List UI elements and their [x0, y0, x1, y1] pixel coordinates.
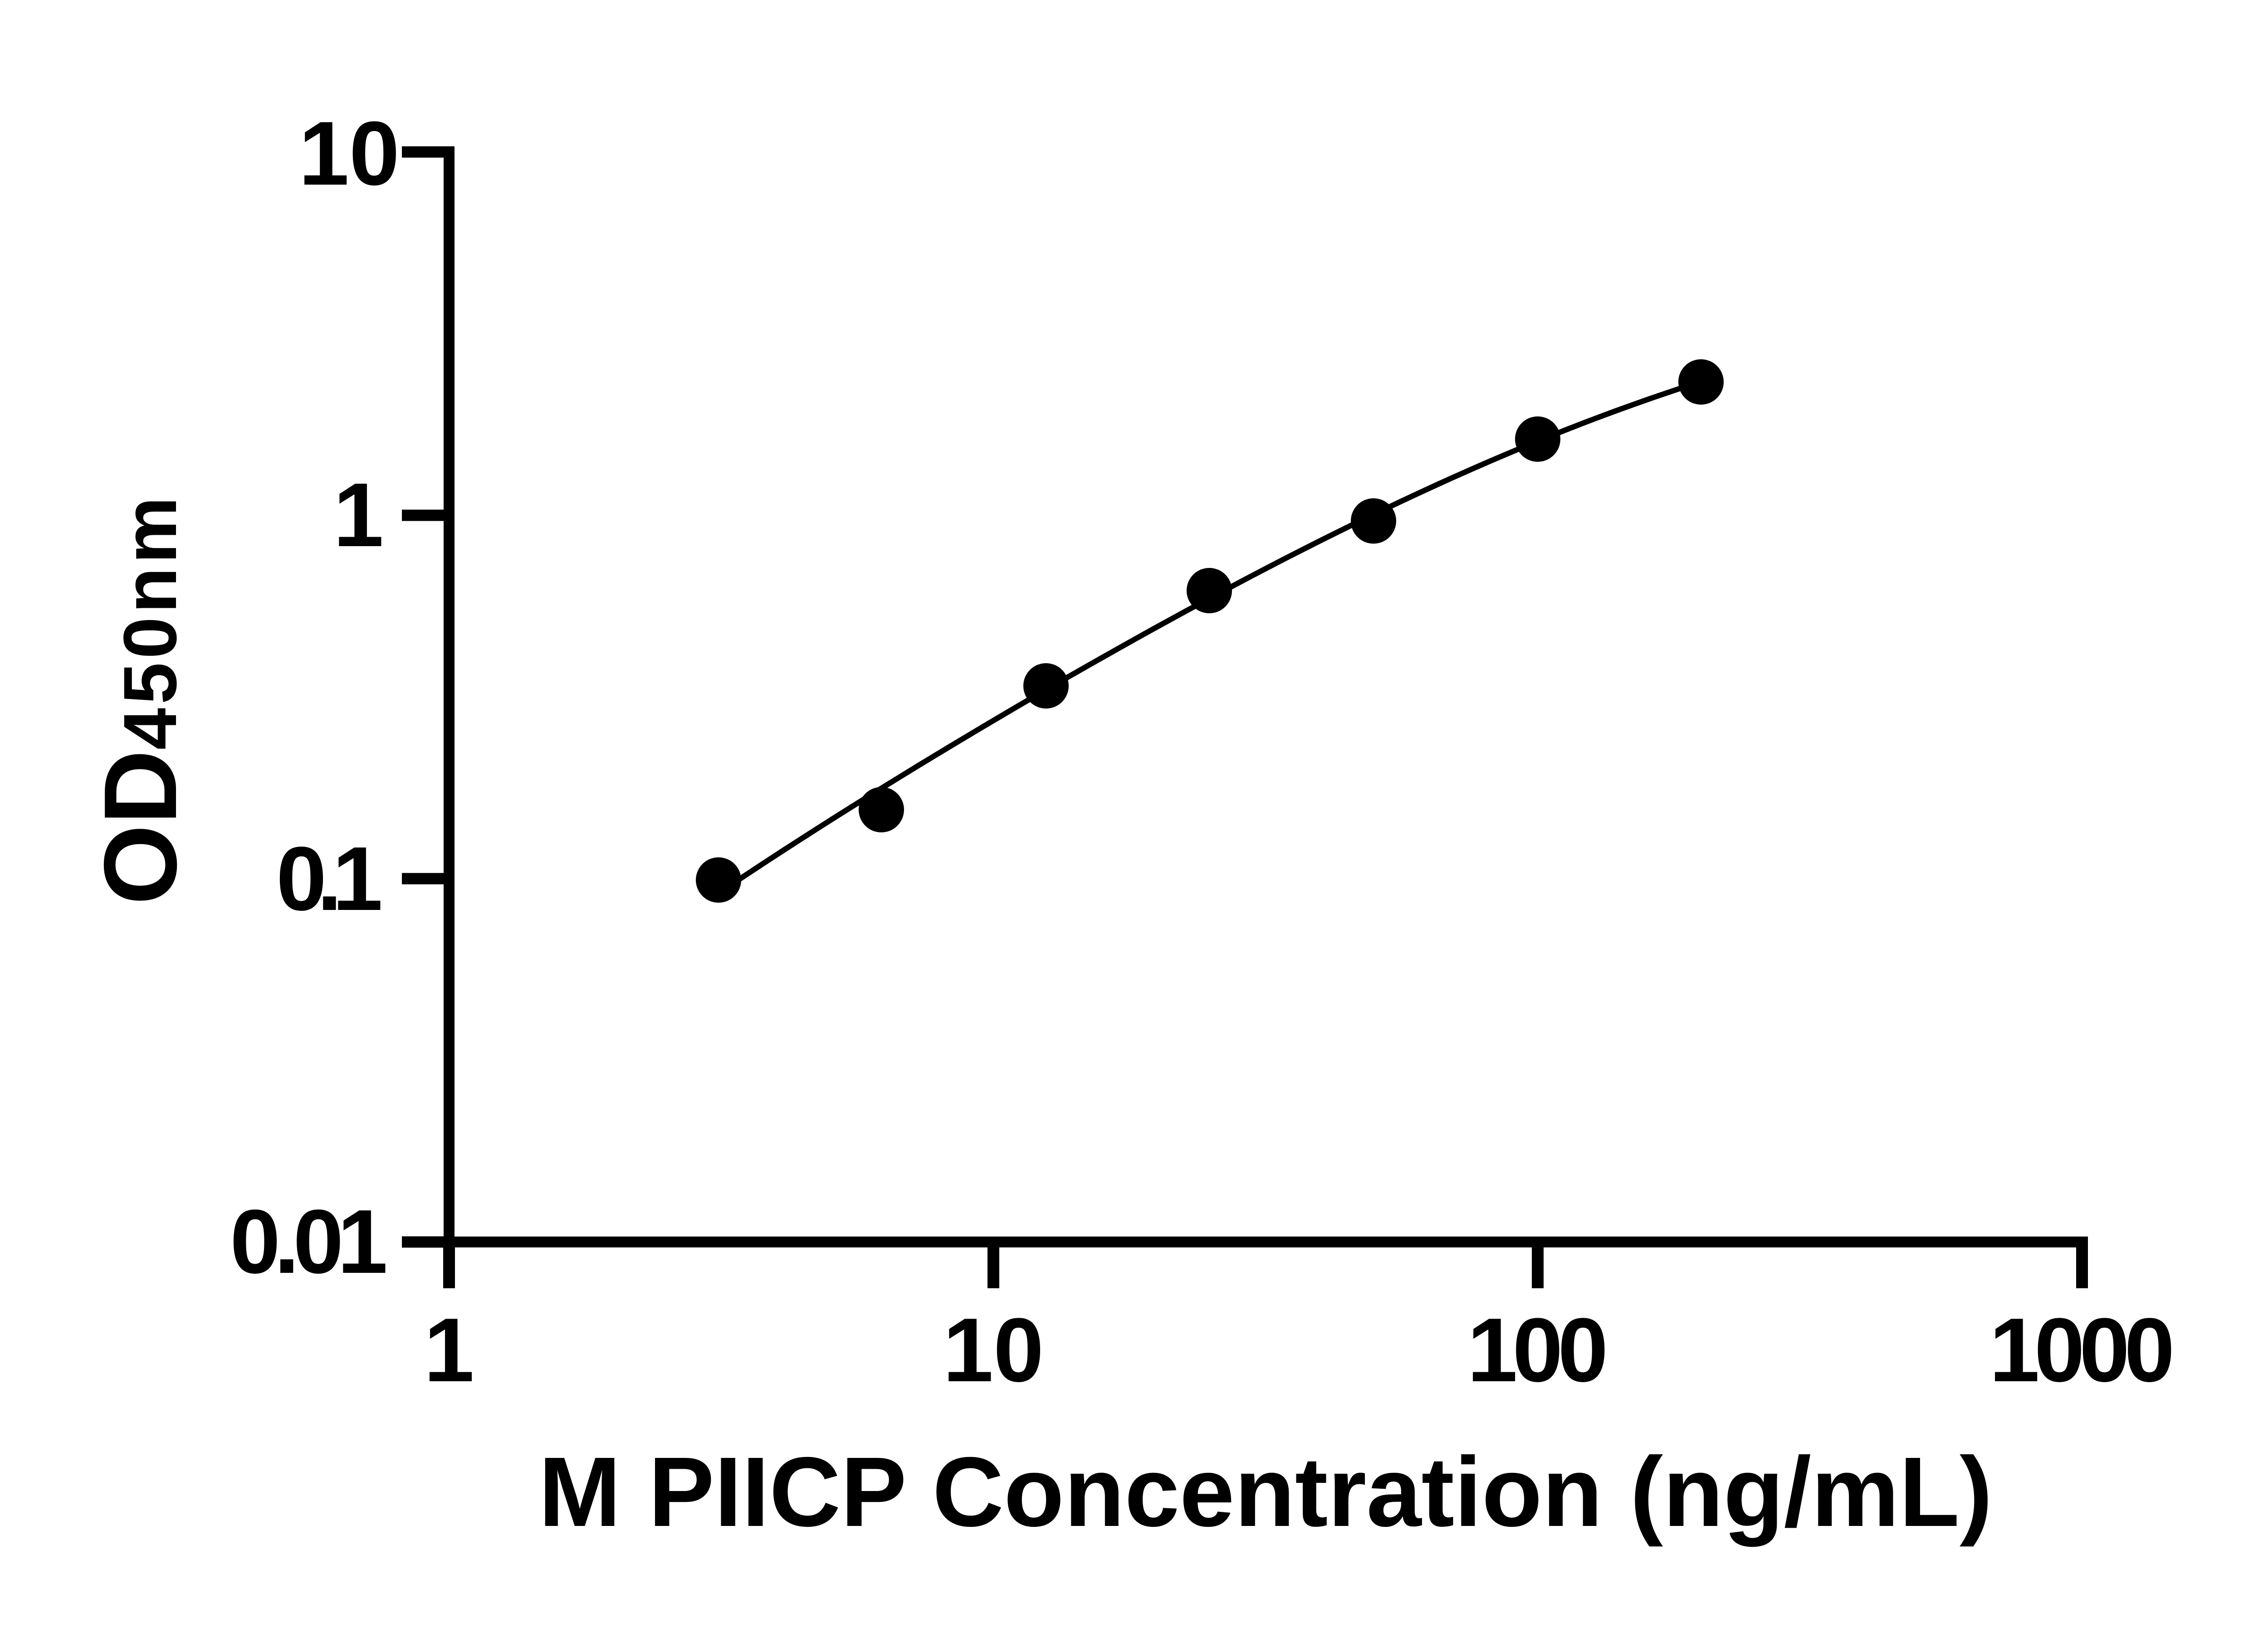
svg-text:1000: 1000	[1989, 1300, 2175, 1401]
svg-text:1: 1	[333, 464, 384, 566]
svg-text:M PIICP Concentration (ng/mL): M PIICP Concentration (ng/mL)	[538, 1437, 1992, 1547]
svg-text:0.1: 0.1	[276, 828, 383, 929]
svg-text:1: 1	[424, 1300, 474, 1401]
svg-text:10: 10	[943, 1300, 1044, 1401]
svg-text:10: 10	[299, 103, 400, 204]
svg-text:100: 100	[1467, 1300, 1608, 1401]
svg-text:OD450nm: OD450nm	[83, 493, 198, 905]
svg-text:0.01: 0.01	[230, 1191, 388, 1292]
